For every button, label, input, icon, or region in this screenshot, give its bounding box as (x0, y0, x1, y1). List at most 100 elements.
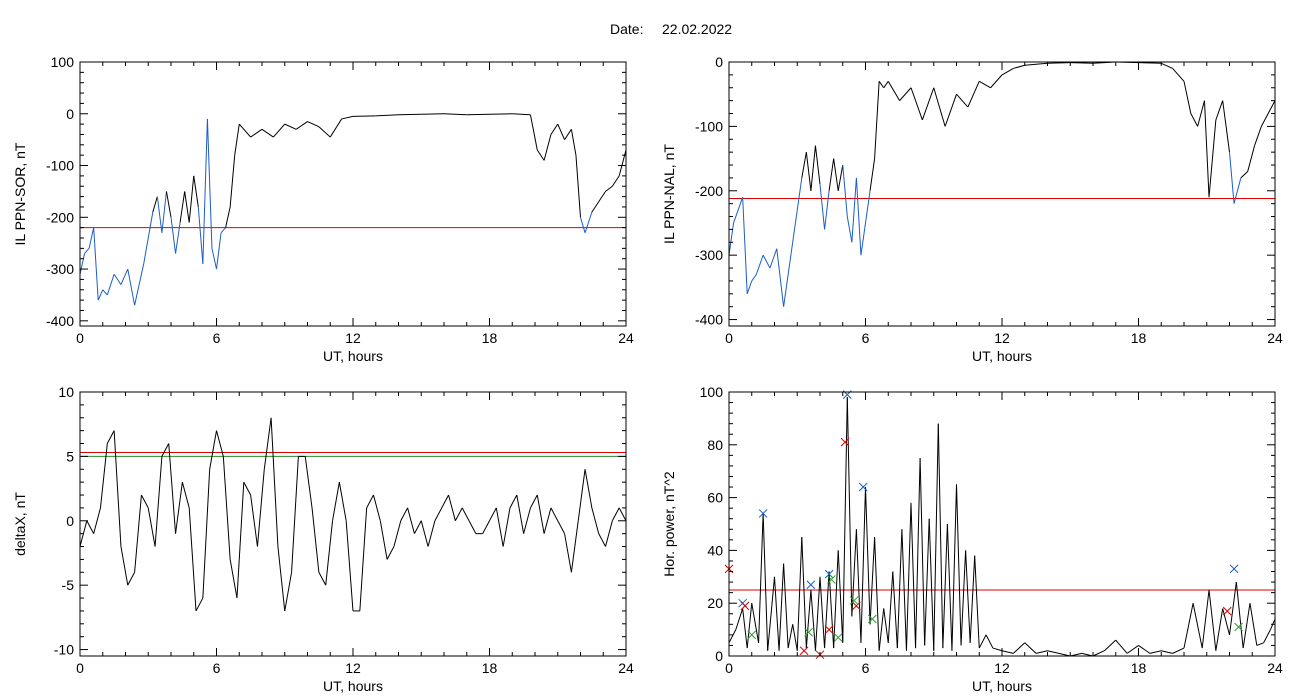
hor-power-trace-segment (801, 537, 807, 649)
hor-power-trace-segment (960, 550, 967, 646)
hor-power-trace-segment (805, 589, 812, 649)
deltax-x-tick-label: 12 (345, 660, 361, 676)
hor-power-marker-green (827, 575, 836, 584)
hor-power-trace-segment (787, 624, 794, 649)
ppn-nal-x-tick-label: 24 (1267, 330, 1283, 346)
hor-power-marker-red (840, 437, 850, 447)
ppn-nal-trace-segment (878, 81, 885, 89)
ppn-sor-trace-segment (127, 268, 136, 306)
hor-power-trace-segment (915, 457, 921, 649)
deltax-trace-segment (413, 520, 422, 534)
deltax-trace-segment (209, 430, 217, 470)
deltax-trace-segment (147, 507, 156, 547)
hor-power-marker-red (852, 601, 861, 611)
ppn-nal-trace-segment (762, 254, 771, 269)
ppn-nal-trace-segment (933, 87, 946, 127)
ppn-nal-y-tick-label: -200 (695, 183, 723, 199)
ppn-sor-trace-segment (261, 128, 274, 138)
ppn-sor-trace-segment (618, 149, 627, 177)
hor-power-trace-segment (1036, 650, 1048, 654)
ppn-nal-trace-segment (787, 242, 794, 275)
deltax-y-axis-label: deltaX, nT (12, 492, 28, 556)
hor-power-trace-segment (965, 550, 971, 643)
hor-power-trace-segment (833, 550, 839, 649)
ppn-nal-trace-segment (1047, 62, 1071, 64)
hor-power-trace-segment (810, 589, 816, 651)
ppn-sor-y-tick-label: -100 (46, 158, 74, 174)
ppn-nal-trace-segment (814, 145, 821, 185)
deltax-trace-segment (516, 494, 525, 534)
ppn-sor-trace-segment (234, 124, 240, 156)
hor-power-trace-segment (878, 608, 885, 651)
hor-power-trace-segment (774, 576, 780, 651)
hor-power-trace-segment (1024, 642, 1037, 654)
deltax-trace-segment (400, 507, 409, 522)
deltax-trace-segment (495, 507, 504, 547)
ppn-sor-trace-segment (216, 232, 222, 270)
ppn-nal-trace-segment (805, 152, 812, 191)
hor-power-trace-segment (783, 563, 789, 649)
ppn-sor-x-tick-label: 24 (618, 330, 634, 346)
ppn-nal-trace-segment (921, 87, 935, 121)
deltax-trace-segment (557, 520, 566, 534)
hor-power-y-tick-label: 0 (715, 648, 723, 664)
ppn-sor-trace-segment (106, 274, 115, 296)
hor-power-trace-segment (1242, 603, 1251, 649)
deltax-trace-segment (468, 520, 477, 534)
deltax-trace-segment (134, 494, 142, 573)
hor-power-trace-segment (942, 523, 948, 649)
hor-power-trace-segment (883, 608, 889, 643)
ppn-nal-x-tick-label: 12 (994, 330, 1010, 346)
hor-power-x-tick-label: 24 (1267, 660, 1283, 676)
deltax-trace-segment (372, 494, 381, 521)
hor-power-marker-blue (824, 569, 834, 579)
deltax-y-tick-label: 0 (66, 513, 74, 529)
ppn-nal-trace-segment (733, 209, 739, 224)
deltax-x-axis-label: UT, hours (323, 678, 383, 694)
ppn-sor-trace-segment (220, 227, 226, 234)
deltax-trace-segment (434, 507, 443, 522)
ppn-nal-trace-segment (874, 81, 880, 159)
ppn-sor-trace-segment (175, 222, 181, 254)
ppn-nal-trace-segment (967, 81, 980, 108)
deltax-trace-segment (188, 507, 197, 611)
deltax-trace-segment (461, 507, 470, 522)
hor-power-trace-segment (956, 484, 962, 646)
hor-power-trace-segment (742, 608, 748, 649)
deltax-y-tick-label: 10 (58, 384, 74, 400)
ppn-sor-trace-segment (113, 273, 122, 285)
deltax-trace-segment (393, 520, 402, 547)
ppn-sor-trace-segment (229, 155, 236, 207)
hor-power-marker-red (799, 646, 809, 656)
hor-power-marker-blue (1229, 564, 1239, 574)
hor-power-trace-segment (1115, 639, 1128, 654)
deltax-x-tick-label: 24 (618, 660, 634, 676)
deltax-trace-segment (427, 520, 436, 547)
deltax-trace-segment (154, 456, 163, 547)
ppn-sor-trace-segment (307, 121, 320, 128)
hor-power-marker-green (1234, 622, 1243, 632)
ppn-sor-trace-segment (156, 196, 163, 233)
ppn-sor-trace-segment (557, 123, 566, 140)
ppn-sor-trace-segment (295, 121, 308, 130)
ppn-sor-trace-segment (93, 227, 99, 301)
ppn-sor-trace-segment (197, 206, 204, 264)
ppn-nal-trace-segment (865, 190, 871, 224)
deltax-trace-segment (277, 546, 286, 611)
ppn-sor-trace-segment (250, 128, 263, 138)
ppn-sor-y-tick-label: 0 (66, 106, 74, 122)
ppn-nal-trace-segment (883, 81, 889, 89)
ppn-sor-trace-segment (611, 175, 620, 187)
deltax-x-tick-label: 6 (213, 660, 221, 676)
ppn-sor-trace-segment (211, 248, 217, 270)
deltax-trace-segment (250, 494, 258, 547)
hor-power-y-tick-label: 40 (707, 542, 723, 558)
ppn-sor-trace-segment (543, 134, 552, 161)
ppn-sor-x-tick-label: 12 (345, 330, 361, 346)
ppn-nal-trace-segment (1070, 62, 1094, 64)
hor-power-x-tick-label: 18 (1131, 660, 1147, 676)
deltax-trace-segment (407, 507, 415, 534)
hor-power-trace-segment (758, 513, 764, 643)
ppn-sor-trace-segment (188, 175, 195, 223)
